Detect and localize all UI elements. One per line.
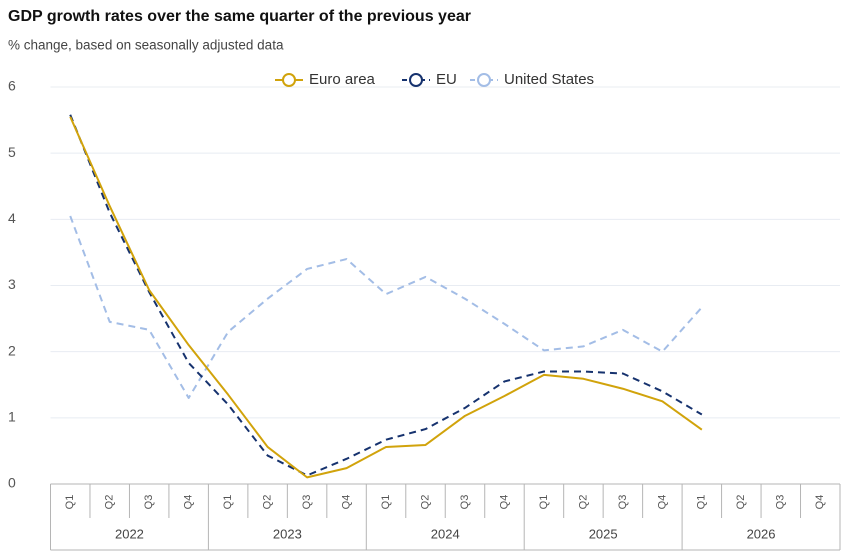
year-label: 2023 <box>273 526 302 541</box>
x-tick-label: Q2 <box>262 495 274 510</box>
y-tick-label: 3 <box>8 276 16 292</box>
series-line <box>69 116 703 479</box>
legend-label: United States <box>504 71 594 88</box>
y-tick-label: 0 <box>8 475 16 491</box>
chart-subtitle: % change, based on seasonally adjusted d… <box>8 38 284 53</box>
x-tick-label: Q4 <box>498 495 510 510</box>
y-tick-label: 1 <box>8 409 16 425</box>
legend-marker <box>409 73 423 87</box>
year-label: 2025 <box>589 526 618 541</box>
x-tick-label: Q2 <box>104 495 116 510</box>
x-tick-label: Q1 <box>380 495 392 510</box>
x-tick-label: Q3 <box>459 495 471 510</box>
x-tick-label: Q4 <box>183 495 195 510</box>
year-label: 2022 <box>115 526 144 541</box>
x-tick-label: Q4 <box>340 495 352 510</box>
x-tick-label: Q2 <box>577 495 589 510</box>
x-tick-label: Q3 <box>143 495 155 510</box>
legend-label: EU <box>436 71 457 88</box>
x-tick-label: Q3 <box>617 495 629 510</box>
y-tick-label: 2 <box>8 342 16 358</box>
x-tick-label: Q3 <box>301 495 313 510</box>
year-label: 2026 <box>747 526 776 541</box>
series-line <box>69 215 703 399</box>
y-tick-label: 5 <box>8 144 16 160</box>
x-tick-label: Q2 <box>735 495 747 510</box>
y-tick-label: 6 <box>8 78 16 94</box>
x-tick-label: Q2 <box>419 495 431 510</box>
x-tick-label: Q4 <box>814 495 826 510</box>
legend-marker <box>477 73 491 87</box>
legend-label: Euro area <box>309 71 376 88</box>
x-tick-label: Q4 <box>656 495 668 510</box>
x-tick-label: Q1 <box>538 495 550 510</box>
x-tick-label: Q1 <box>696 495 708 510</box>
x-tick-label: Q3 <box>775 495 787 510</box>
legend-marker <box>282 73 296 87</box>
x-tick-label: Q1 <box>64 495 76 510</box>
year-label: 2024 <box>431 526 460 541</box>
y-tick-label: 4 <box>8 210 16 226</box>
series-line <box>69 114 703 477</box>
chart-title: GDP growth rates over the same quarter o… <box>8 8 471 25</box>
x-tick-label: Q1 <box>222 495 234 510</box>
